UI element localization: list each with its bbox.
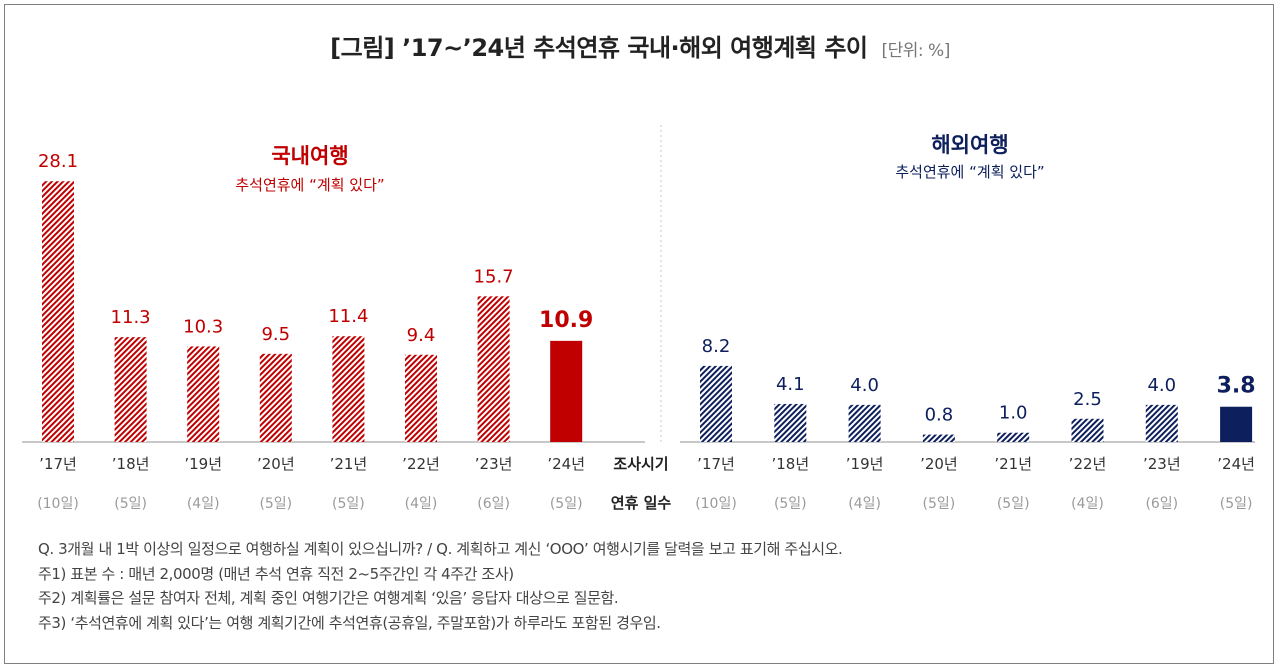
overseas-year-tick-label: ’22년 (1069, 455, 1107, 473)
overseas-year-tick-label: ’21년 (994, 455, 1032, 473)
overseas-year-tick-label: ’23년 (1143, 455, 1181, 473)
domestic-holiday-days-label: (6일) (477, 496, 510, 512)
row-label-survey: 조사시기 (613, 455, 668, 473)
unit-label: [단위: %] (881, 41, 951, 61)
overseas-data-label: 4.0 (850, 375, 879, 396)
domestic-year-tick-label: ’21년 (330, 455, 368, 473)
overseas-holiday-days-label: (6일) (1145, 496, 1178, 512)
overseas-panel-title: 해외여행 (931, 133, 1008, 157)
overseas-year-tick-label: ’20년 (920, 455, 958, 473)
overseas-bar (848, 404, 881, 442)
domestic-data-label: 11.3 (111, 307, 151, 328)
domestic-data-label: 9.5 (261, 324, 290, 345)
chart-title-text: [그림] ’17~’24년 추석연휴 국내·해외 여행계획 추이 (330, 34, 868, 62)
domestic-year-tick-label: ’24년 (547, 455, 585, 473)
overseas-year-tick-label: ’24년 (1217, 455, 1255, 473)
domestic-bar (259, 353, 292, 442)
overseas-year-tick-label: ’17년 (697, 455, 735, 473)
overseas-year-tick-label: ’18년 (771, 455, 809, 473)
overseas-data-label: 2.5 (1073, 389, 1102, 410)
overseas-holiday-days-label: (5일) (1220, 496, 1253, 512)
domestic-holiday-days-label: (4일) (187, 496, 220, 512)
overseas-bar (997, 432, 1030, 442)
overseas-holiday-days-label: (4일) (1071, 496, 1104, 512)
footnote-question: Q. 3개월 내 1박 이상의 일정으로 여행하실 계획이 있으십니까? / Q… (38, 540, 843, 558)
overseas-bar (1145, 404, 1178, 442)
footnote-3: 주3) ‘추석연휴에 계획 있다’는 여행 계획기간에 추석연휴(공휴일, 주말… (38, 613, 661, 632)
footnotes: Q. 3개월 내 1박 이상의 일정으로 여행하실 계획이 있으십니까? / Q… (38, 537, 1238, 635)
footnote-2: 주2) 계획률은 설문 참여자 전체, 계획 중인 여행기간은 여행계획 ‘있음… (38, 589, 619, 607)
domestic-panel-title: 국내여행 (271, 144, 348, 168)
overseas-holiday-days-label: (5일) (774, 496, 807, 512)
overseas-data-label: 4.0 (1147, 375, 1176, 396)
domestic-data-label: 15.7 (474, 266, 514, 287)
domestic-holiday-days-label: (5일) (114, 496, 147, 512)
overseas-data-label: 1.0 (999, 403, 1028, 424)
domestic-holiday-days-label: (4일) (405, 496, 438, 512)
domestic-bar (550, 340, 583, 442)
overseas-year-tick-label: ’19년 (846, 455, 884, 473)
overseas-data-label: 8.2 (702, 336, 731, 357)
domestic-data-label: 9.4 (407, 325, 436, 346)
domestic-bar (477, 296, 510, 442)
overseas-bar (774, 403, 807, 442)
overseas-bar (1220, 406, 1253, 442)
overseas-data-label: 3.8 (1217, 374, 1256, 399)
domestic-year-tick-label: ’23년 (475, 455, 513, 473)
domestic-year-tick-label: ’19년 (184, 455, 222, 473)
overseas-bar (1071, 418, 1104, 442)
row-label-days: 연휴 일수 (611, 494, 672, 512)
domestic-data-label: 28.1 (38, 151, 78, 172)
overseas-holiday-days-label: (10일) (695, 496, 737, 512)
overseas-holiday-days-label: (5일) (997, 496, 1030, 512)
domestic-data-label: 10.9 (539, 308, 593, 333)
domestic-holiday-days-label: (5일) (550, 496, 583, 512)
overseas-bar (700, 365, 732, 442)
domestic-holiday-days-label: (5일) (259, 496, 292, 512)
domestic-year-tick-label: ’22년 (402, 455, 440, 473)
domestic-bar (187, 346, 220, 442)
domestic-year-tick-label: ’20년 (257, 455, 295, 473)
overseas-bar (922, 434, 955, 442)
domestic-year-tick-label: ’17년 (39, 455, 77, 473)
domestic-bar (405, 354, 437, 442)
overseas-holiday-days-label: (5일) (923, 496, 956, 512)
domestic-panel-subtitle: 추석연휴에 “계획 있다” (235, 176, 384, 194)
chart-frame (4, 4, 1274, 664)
overseas-panel-subtitle: 추석연휴에 “계획 있다” (895, 163, 1044, 181)
domestic-data-label: 11.4 (328, 306, 368, 327)
domestic-bar (42, 181, 74, 442)
domestic-holiday-days-label: (10일) (37, 496, 79, 512)
chart-title: [그림] ’17~’24년 추석연휴 국내·해외 여행계획 추이 [단위: %] (0, 28, 1280, 63)
domestic-holiday-days-label: (5일) (332, 496, 365, 512)
overseas-data-label: 0.8 (925, 405, 954, 426)
overseas-holiday-days-label: (4일) (848, 496, 881, 512)
footnote-1: 주1) 표본 수 : 매년 2,000명 (매년 추석 연휴 직전 2~5주간인… (38, 564, 514, 583)
domestic-data-label: 10.3 (183, 316, 223, 337)
overseas-data-label: 4.1 (776, 374, 805, 395)
domestic-bar (114, 337, 147, 442)
domestic-year-tick-label: ’18년 (112, 455, 150, 473)
domestic-bar (332, 336, 365, 442)
